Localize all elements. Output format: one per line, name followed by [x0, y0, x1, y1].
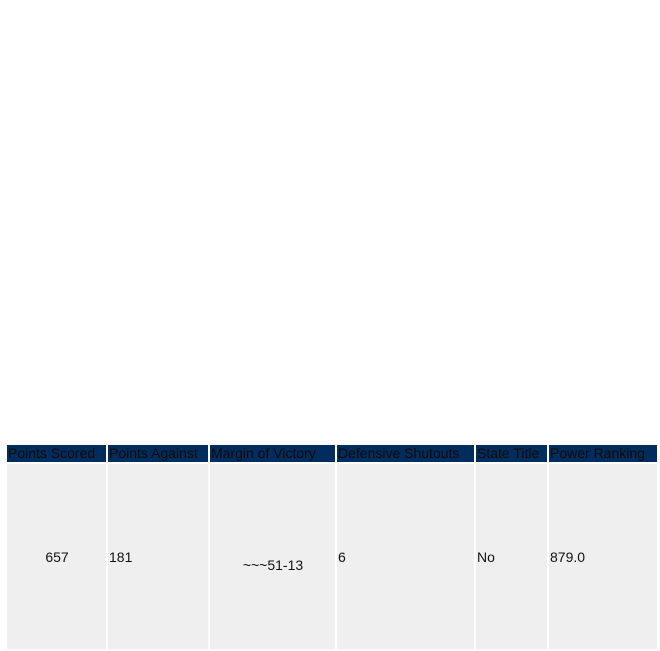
table-header-row: Points Scored Points Against Margin of V… [7, 445, 657, 462]
cell-state-title: No [476, 464, 547, 649]
cell-points-against: 181 [108, 464, 208, 649]
header-power-ranking: Power Ranking [549, 445, 657, 462]
header-points-against: Points Against [108, 445, 208, 462]
cell-defensive-shutouts: 6 [337, 464, 474, 649]
header-margin-of-victory: Margin of Victory [210, 445, 335, 462]
team-stats-table: Points Scored Points Against Margin of V… [5, 443, 659, 651]
header-points-scored: Points Scored [7, 445, 106, 462]
header-defensive-shutouts: Defensive Shutouts [337, 445, 474, 462]
table-row: 657 181 ~~~51-13 6 No 879.0 [7, 464, 657, 649]
cell-power-ranking: 879.0 [549, 464, 657, 649]
cell-points-scored: 657 [7, 464, 106, 649]
cell-margin-of-victory: ~~~51-13 [210, 464, 335, 649]
header-state-title: State Title [476, 445, 547, 462]
